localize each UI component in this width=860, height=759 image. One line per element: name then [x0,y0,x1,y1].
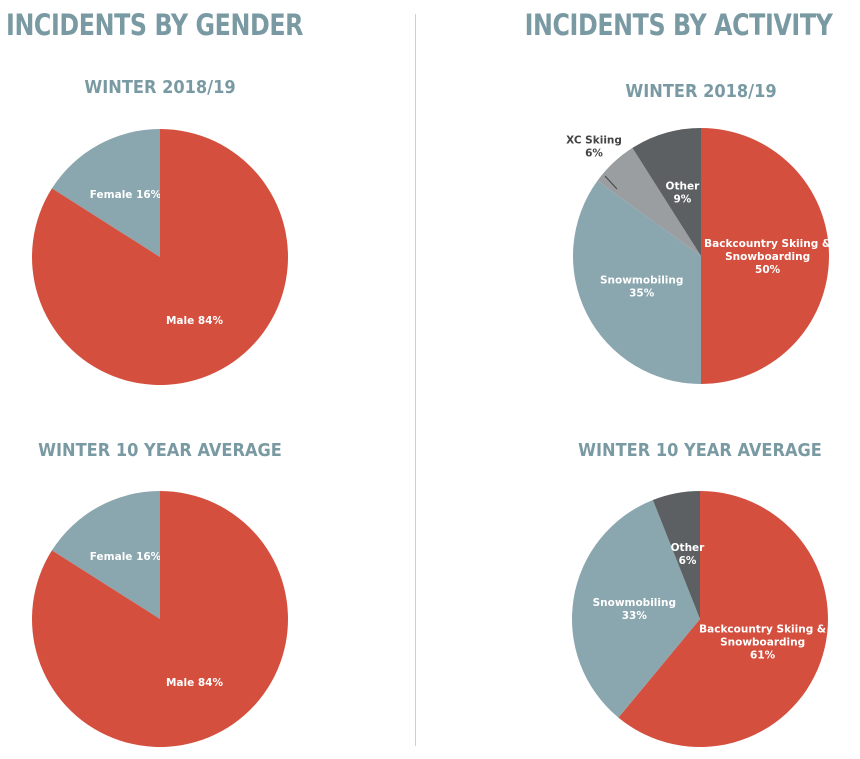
gender-2018-19-pie: Female 16% Male 84% [32,129,289,385]
pie-label-snowmobiling: Snowmobiling 35% [600,275,683,300]
pie-label-line: 6% [679,555,697,567]
pie-slice-other [652,491,700,619]
pie-label-line: 33% [622,610,648,622]
pie-slice-backcountry-skiing [701,128,829,384]
pie-label-line: 6% [585,148,603,160]
pie-label-line: 9% [673,194,691,206]
pie-label-line: Snowmobiling [600,275,683,287]
pie-label-line: Snowmobiling [593,597,676,609]
pie-label-line: 35% [629,288,655,300]
pie-label-backcountry-skiing: Backcountry Skiing & Snowboarding 50% [704,238,831,276]
pie-slice-male-84 [32,129,289,385]
pie-label-line: Other [666,181,701,193]
pie-label-male-84: Male 84% [166,315,224,327]
pie-slice-xc-skiing [597,147,701,256]
pie-slice-other [632,128,701,256]
xc-skiing-leader-line [604,175,618,190]
activity-2018-19-chart-title: WINTER 2018/19 [625,81,777,102]
pie-label-line: Male 84% [166,677,224,689]
pie-label-snowmobiling: Snowmobiling 33% [593,597,676,622]
activity-10-year-pie: Backcountry Skiing & Snowboarding 61% Snowm… [571,491,828,747]
pie-label-male-84: Male 84% [166,677,224,689]
pie-label-line: Snowboarding [725,251,810,263]
pie-label-line: Backcountry Skiing & [704,238,831,250]
pie-slice-snowmobiling [571,499,700,718]
pie-label-line: 61% [750,650,776,662]
pie-slice-female-16 [51,491,160,619]
pie-label-line: Male 84% [166,315,224,327]
pie-label-female-16: Female 16% [90,189,162,201]
pie-label-line: 50% [755,264,781,276]
pie-label-backcountry-skiing: Backcountry Skiing & Snowboarding 61% [699,624,826,662]
activity-section-title: INCIDENTS BY ACTIVITY [524,8,832,42]
pie-label-line: Backcountry Skiing & [699,624,826,636]
pie-slice-snowmobiling [573,180,701,384]
pie-label-line: Female 16% [90,551,162,563]
pie-slice-male-84 [32,491,289,747]
pie-label-line: Other [671,542,706,554]
pie-label-female-16: Female 16% [90,551,162,563]
pie-label-other: Other 6% [671,542,706,567]
pie-label-line: XC Skiing [566,135,622,147]
gender-10-year-chart-title: WINTER 10 YEAR AVERAGE [38,440,282,461]
pie-label-line: Female 16% [90,189,162,201]
activity-10-year-chart-title: WINTER 10 YEAR AVERAGE [578,440,822,461]
gender-2018-19-chart-title: WINTER 2018/19 [84,77,236,98]
pie-label-xc-skiing: XC Skiing 6% [566,135,622,160]
section-divider [415,14,416,746]
pie-slice-backcountry-skiing [618,491,828,747]
gender-section-title: INCIDENTS BY GENDER [6,8,304,42]
activity-2018-19-pie: Backcountry Skiing & Snowboarding 50% Snowm… [566,128,831,384]
gender-10-year-pie: Female 16% Male 84% [32,491,289,747]
pie-label-line: Snowboarding [720,637,805,649]
pie-slice-female-16 [51,129,160,257]
pie-label-other: Other 9% [666,181,701,206]
